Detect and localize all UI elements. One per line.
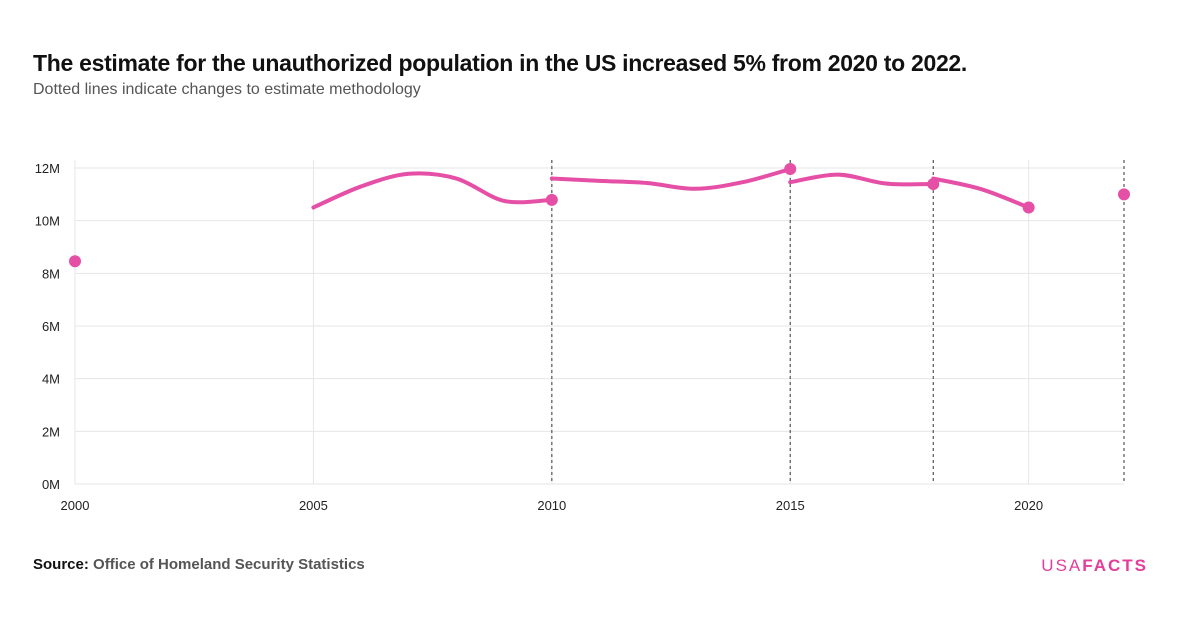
series-lines <box>311 167 1031 210</box>
source-value: Office of Homeland Security Statistics <box>93 556 365 573</box>
y-tick-label: 12M <box>35 161 60 176</box>
source-label: Source: <box>33 556 89 573</box>
data-point-marker <box>784 163 797 176</box>
x-tick-label: 2010 <box>537 498 566 513</box>
y-tick-label: 2M <box>42 424 60 439</box>
data-point-marker <box>1118 188 1130 201</box>
y-tick-label: 0M <box>42 477 60 492</box>
series-line-segment <box>549 167 793 191</box>
data-point-marker <box>69 255 81 268</box>
x-axis-ticks: 2000 2005 2010 2015 2020 <box>61 498 1044 513</box>
y-tick-label: 8M <box>42 266 60 281</box>
data-point-marker <box>1022 201 1035 214</box>
series-line-segment <box>788 172 936 187</box>
y-tick-label: 10M <box>35 214 60 229</box>
series-line-segment <box>931 176 1031 210</box>
y-tick-label: 4M <box>42 372 60 387</box>
y-tick-label: 6M <box>42 319 60 334</box>
x-tick-label: 2020 <box>1014 498 1043 513</box>
x-tick-label: 2000 <box>61 498 90 513</box>
source-note: Source: Office of Homeland Security Stat… <box>33 556 365 573</box>
usafacts-logo: USAFACTS <box>1041 556 1148 576</box>
logo-usa: USA <box>1041 556 1083 575</box>
data-point-marker <box>545 193 558 206</box>
chart-subtitle: Dotted lines indicate changes to estimat… <box>33 81 421 98</box>
y-axis-ticks: 0M 2M 4M 6M 8M 10M 12M <box>35 161 60 492</box>
methodology-lines <box>551 160 1125 484</box>
series-line-segment <box>311 171 554 210</box>
grid <box>74 160 1124 485</box>
x-tick-label: 2015 <box>776 498 805 513</box>
chart-title: The estimate for the unauthorized popula… <box>33 50 968 76</box>
data-point-marker <box>927 178 940 191</box>
data-markers <box>69 163 1130 268</box>
logo-facts: FACTS <box>1082 556 1148 575</box>
x-tick-label: 2005 <box>299 498 328 513</box>
